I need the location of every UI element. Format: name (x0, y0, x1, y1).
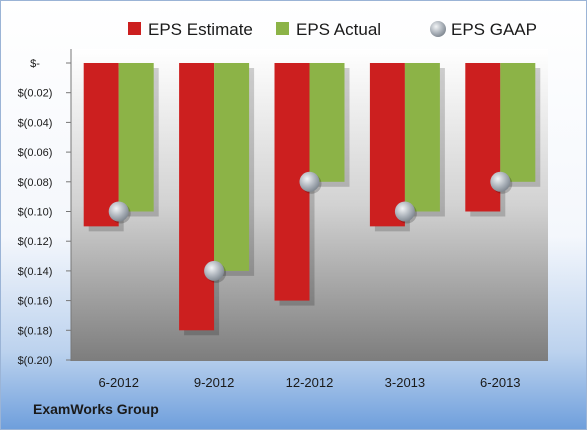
y-tick-label: $(0.08) (18, 177, 53, 189)
x-tick-label: 6-2013 (480, 375, 520, 390)
bar-eps-estimate (83, 63, 119, 227)
marker-eps-gaap (490, 171, 511, 192)
x-tick-label: 9-2012 (194, 375, 234, 390)
y-tick-label: $(0.20) (18, 355, 53, 367)
legend-label: EPS GAAP (451, 20, 537, 39)
y-tick-label: $(0.16) (18, 296, 53, 308)
y-tick-label: $(0.04) (18, 117, 53, 129)
y-tick-label: $(0.02) (18, 88, 53, 100)
bar-eps-actual (500, 63, 536, 182)
y-tick-label: $(0.14) (18, 266, 53, 278)
bar-eps-actual (404, 63, 440, 212)
marker-eps-gaap (394, 201, 415, 222)
y-tick-label: $(0.18) (18, 325, 53, 337)
legend-swatch (128, 22, 141, 35)
bar-eps-estimate (179, 63, 215, 331)
legend-item-eps-actual: EPS Actual (276, 20, 381, 39)
legend-label: EPS Actual (296, 20, 381, 39)
bar-eps-actual (214, 63, 250, 271)
y-tick-label: $(0.12) (18, 236, 53, 248)
legend-swatch (276, 22, 289, 35)
x-tick-label: 3-2013 (385, 375, 425, 390)
legend-label: EPS Estimate (148, 20, 253, 39)
legend-swatch (430, 21, 446, 37)
bar-eps-actual (118, 63, 154, 212)
bar-eps-estimate (369, 63, 405, 227)
legend-item-eps-estimate: EPS Estimate (128, 20, 253, 39)
y-tick-label: $(0.10) (18, 207, 53, 219)
company-name: ExamWorks Group (33, 401, 159, 417)
y-tick-label: $- (30, 58, 40, 70)
marker-eps-gaap (299, 171, 320, 192)
x-tick-label: 6-2012 (98, 375, 138, 390)
marker-eps-gaap (108, 201, 129, 222)
marker-eps-gaap (204, 260, 225, 281)
x-tick-label: 12-2012 (286, 375, 334, 390)
bar-eps-actual (309, 63, 345, 182)
y-tick-label: $(0.06) (18, 147, 53, 159)
legend-item-eps-gaap: EPS GAAP (430, 20, 537, 39)
